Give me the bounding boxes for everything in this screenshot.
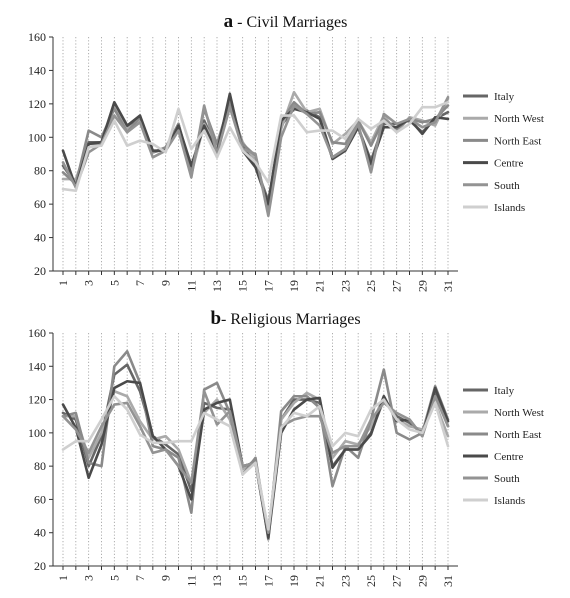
legend-label-north-east: North East — [494, 135, 541, 147]
religious-marriages-panel: b- Religious Marriages 20 40 60 80 100 120 140 1… — [28, 308, 544, 587]
gridlines — [62, 333, 449, 566]
y-tick-label: 120 — [28, 97, 46, 111]
panel-title-text: - Civil Marriages — [233, 14, 347, 31]
x-tick-label: 3 — [82, 280, 96, 286]
y-tick-label: 160 — [28, 326, 46, 340]
series-line-centre — [61, 92, 450, 206]
panel-letter: a — [224, 11, 234, 32]
y-tick-label: 160 — [28, 30, 46, 44]
x-tick-label: 23 — [338, 575, 352, 587]
chart-title: b- Religious Marriages — [210, 308, 360, 329]
gridlines — [62, 37, 449, 271]
x-tick-label: 15 — [236, 280, 250, 292]
legend-label-north-east: North East — [494, 429, 541, 441]
x-tick-label: 29 — [415, 280, 429, 292]
legend-label-islands: Islands — [494, 495, 525, 507]
legend-label-centre: Centre — [494, 451, 523, 463]
legend-label-centre: Centre — [494, 158, 523, 170]
x-tick-label: 21 — [313, 280, 327, 292]
y-tick-label: 60 — [34, 492, 46, 506]
series-line-south — [61, 95, 450, 218]
legend-label-italy: Italy — [494, 91, 515, 103]
y-tick-label: 140 — [28, 63, 46, 77]
x-tick-label: 25 — [364, 575, 378, 587]
x-tick-label: 1 — [56, 575, 70, 581]
y-tick-label: 80 — [34, 459, 46, 473]
x-tick-label: 11 — [184, 280, 198, 292]
x-tick-label: 11 — [184, 575, 198, 587]
x-tick-label: 17 — [261, 575, 275, 587]
series-line-italy — [61, 363, 450, 538]
x-tick-label: 21 — [313, 575, 327, 587]
x-tick-label: 3 — [82, 575, 96, 581]
x-tick-label: 27 — [390, 280, 404, 292]
x-tick-label: 31 — [441, 575, 455, 587]
x-tick-label: 7 — [133, 575, 147, 581]
x-tick-label: 19 — [287, 280, 301, 292]
x-tick-label: 9 — [159, 575, 173, 581]
series-lines — [61, 90, 450, 218]
x-tick-label: 5 — [107, 280, 121, 286]
x-tick-label: 23 — [338, 280, 352, 292]
x-tick-label: 27 — [390, 575, 404, 587]
legend-label-south: South — [494, 473, 520, 485]
x-tick-label: 1 — [56, 280, 70, 286]
panel-letter: b — [210, 308, 221, 329]
x-tick-label: 15 — [236, 575, 250, 587]
x-tick-label: 7 — [133, 280, 147, 286]
x-tick-label: 31 — [441, 280, 455, 292]
y-tick-label: 20 — [34, 559, 46, 573]
legend: Italy North West North East Centre South Isla… — [463, 91, 544, 214]
series-line-north-east — [61, 350, 450, 541]
x-tick-label: 29 — [415, 575, 429, 587]
x-tick-label: 13 — [210, 280, 224, 292]
x-tick-label: 17 — [261, 280, 275, 292]
y-tick-label: 20 — [34, 264, 46, 278]
x-tick-label: 25 — [364, 280, 378, 292]
series-lines — [61, 350, 450, 541]
panel-title-text: - Religious Marriages — [221, 311, 361, 328]
series-line-islands — [61, 394, 450, 531]
legend-label-north-west: North West — [494, 113, 544, 125]
legend-label-north-west: North West — [494, 407, 544, 419]
legend-label-south: South — [494, 180, 520, 192]
y-tick-label: 40 — [34, 231, 46, 245]
legend: Italy North West North East Centre South Isla… — [463, 385, 544, 507]
x-tick-label: 19 — [287, 575, 301, 587]
y-tick-label: 40 — [34, 526, 46, 540]
chart-title: a - Civil Marriages — [224, 11, 348, 32]
series-line-islands — [61, 100, 450, 193]
legend-label-italy: Italy — [494, 385, 515, 397]
x-tick-label: 13 — [210, 575, 224, 587]
legend-label-islands: Islands — [494, 202, 525, 214]
y-tick-label: 60 — [34, 197, 46, 211]
y-tick-label: 140 — [28, 359, 46, 373]
y-tick-label: 120 — [28, 393, 46, 407]
y-tick-label: 100 — [28, 130, 46, 144]
x-tick-label: 5 — [107, 575, 121, 581]
civil-marriages-panel: a - Civil Marriages 20 40 60 80 100 120 140 160 1… — [28, 11, 544, 292]
x-tick-label: 9 — [159, 280, 173, 286]
y-tick-label: 80 — [34, 164, 46, 178]
y-tick-label: 100 — [28, 426, 46, 440]
